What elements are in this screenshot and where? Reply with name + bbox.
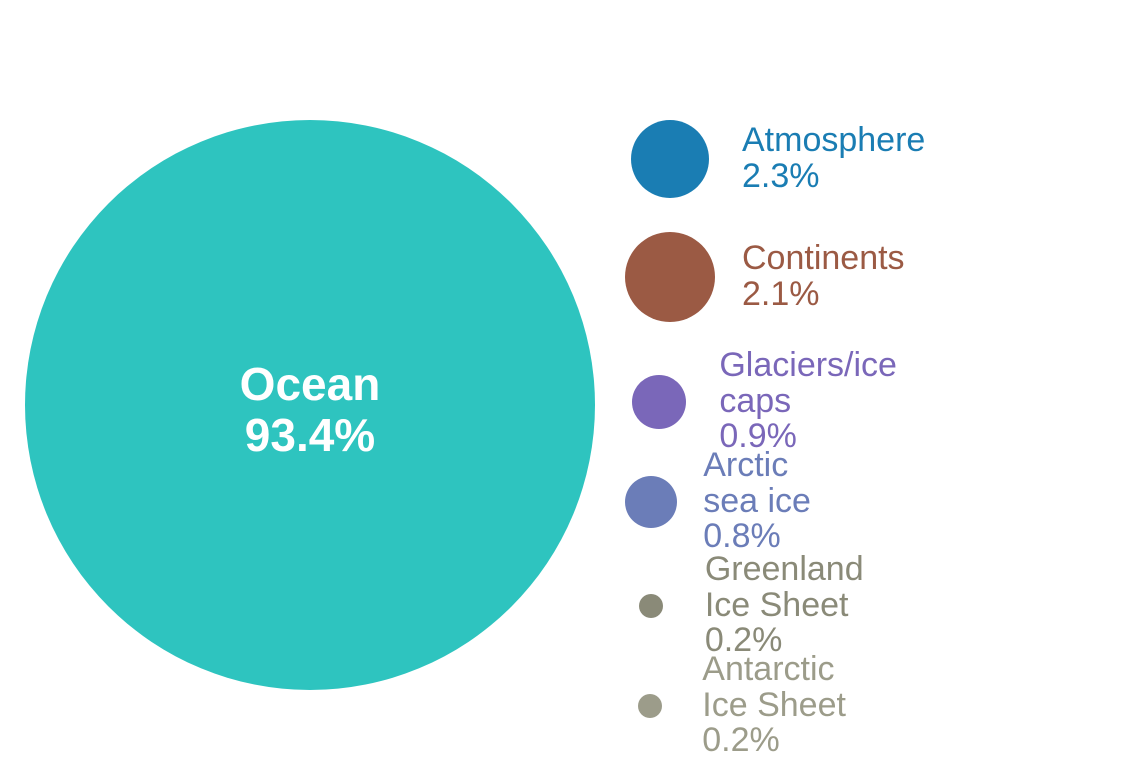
legend-label: Continents [742,241,905,277]
legend-dot [632,375,686,429]
legend-dot [625,476,677,528]
legend-dot-wrap [620,476,681,528]
legend-dot-wrap [620,375,697,429]
legend-value: 2.1% [742,277,905,313]
legend-item: Antarctic Ice Sheet0.2% [620,652,874,759]
main-circle-label: Ocean 93.4% [160,359,460,460]
legend-dot-wrap [620,594,683,618]
legend-dot [625,232,715,322]
legend-item: Continents2.1% [620,232,905,322]
legend-item: Glaciers/ice caps0.9% [620,348,920,455]
legend-dot [638,694,662,718]
legend-label: Antarctic Ice Sheet [702,652,874,723]
main-circle-value: 93.4% [160,410,460,461]
legend-label: Atmosphere [742,123,925,159]
legend-dot [631,120,709,198]
legend-dot-wrap [620,120,720,198]
legend-dot [639,594,663,618]
legend-text: Antarctic Ice Sheet0.2% [702,652,874,759]
legend-value: 2.3% [742,159,925,195]
legend-label: Glaciers/ice caps [719,348,919,419]
legend-label: Arctic sea ice [703,448,827,519]
legend-text: Greenland Ice Sheet0.2% [705,552,901,659]
legend-text: Arctic sea ice0.8% [703,448,827,555]
legend-dot-wrap [620,232,720,322]
legend-text: Continents2.1% [742,241,905,312]
legend-item: Greenland Ice Sheet0.2% [620,552,901,659]
legend-value: 0.2% [702,723,874,759]
legend-text: Glaciers/ice caps0.9% [719,348,919,455]
legend-label: Greenland Ice Sheet [705,552,901,623]
main-circle-name: Ocean [160,359,460,410]
legend-dot-wrap [620,694,680,718]
legend-item: Atmosphere2.3% [620,120,925,198]
legend-text: Atmosphere2.3% [742,123,925,194]
chart-container: Ocean 93.4% Atmosphere2.3% Continents2.1%… [0,0,1142,764]
legend-item: Arctic sea ice0.8% [620,448,827,555]
